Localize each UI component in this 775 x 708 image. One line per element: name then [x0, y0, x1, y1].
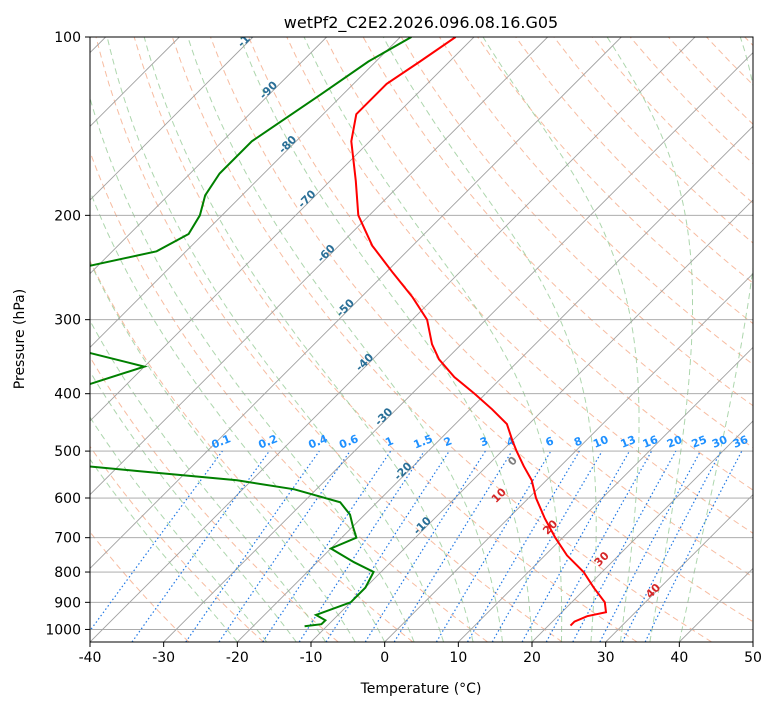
y-tick-label: 200	[54, 208, 81, 224]
isotherm	[458, 346, 753, 642]
isotherm	[90, 37, 254, 201]
mixing-ratio-line	[218, 450, 351, 642]
isotherm	[90, 37, 548, 496]
isotherm	[163, 52, 753, 642]
moist-adiabat	[90, 189, 386, 642]
dry-adiabat	[210, 37, 753, 623]
temperature-line	[350, 37, 608, 627]
x-tick-label: -30	[152, 650, 175, 666]
dry-adiabat	[90, 356, 339, 642]
mixing-ratio-line	[325, 450, 450, 642]
y-tick-label: 700	[54, 531, 81, 547]
x-axis-label: Temperature (°C)	[360, 681, 482, 697]
moist-adiabat	[678, 37, 753, 642]
x-tick-label: 20	[523, 650, 541, 666]
dry-adiabat	[133, 37, 638, 642]
x-tick-label: -20	[226, 650, 249, 666]
dry-adiabat	[515, 37, 753, 284]
isotherm	[90, 37, 622, 569]
isotherm	[90, 37, 475, 422]
moist-adiabat	[143, 37, 474, 642]
mixing-ratio-line	[572, 450, 677, 642]
isotherm	[384, 273, 753, 642]
isotherm	[90, 37, 327, 275]
mixing-ratio-label: 36	[731, 433, 750, 451]
y-tick-label: 400	[54, 387, 81, 403]
moist-adiabat	[90, 260, 356, 642]
mixing-ratio-line	[185, 450, 320, 642]
moist-adiabat	[606, 37, 693, 642]
mixing-ratio-lines	[90, 450, 743, 642]
dry-adiabats	[90, 37, 753, 642]
y-tick-label: 500	[54, 444, 81, 460]
dry-adiabat	[90, 445, 264, 642]
y-tick-label: 100	[54, 30, 81, 46]
mixing-ratio-line	[644, 450, 743, 642]
x-tick-label: 30	[597, 650, 615, 666]
moist-adiabat	[239, 37, 533, 642]
dry-adiabat	[324, 37, 753, 491]
x-axis-ticks: -40 -30 -20 -10 0 10 20 30 40 50	[79, 642, 762, 666]
x-tick-label: -40	[79, 650, 102, 666]
dry-adiabat	[248, 37, 753, 578]
isotherm	[237, 125, 753, 642]
y-tick-label: 300	[54, 313, 81, 329]
mixing-ratio-label: 2	[442, 434, 454, 449]
mixing-ratio-label: 25	[690, 433, 709, 451]
y-axis-label: Pressure (hPa)	[12, 289, 28, 389]
moist-adiabat	[303, 37, 563, 642]
x-tick-label: -10	[300, 650, 323, 666]
mixing-ratio-label: 20	[665, 433, 684, 451]
y-tick-label: 800	[54, 565, 81, 581]
mixing-ratio-label: 30	[710, 433, 729, 451]
x-tick-label: 50	[744, 650, 762, 666]
dewpoint-line	[90, 37, 412, 628]
isotherm	[90, 37, 696, 642]
mixing-ratio-label: 10	[591, 433, 610, 451]
mixing-ratio-label: 13	[619, 433, 638, 451]
y-tick-label: 1000	[45, 622, 81, 638]
moist-adiabat	[382, 37, 597, 642]
y-tick-label: 600	[54, 491, 81, 507]
isotherm	[531, 420, 753, 642]
moist-adiabat	[90, 319, 327, 642]
pressure-gridlines	[90, 37, 753, 630]
y-tick-label: 900	[54, 595, 81, 611]
mixing-ratio-line	[545, 450, 653, 642]
moist-adiabat	[90, 458, 238, 642]
mixing-ratio-label: 3	[478, 434, 490, 449]
moist-adiabat	[90, 416, 268, 642]
mixing-ratio-label: 8	[572, 434, 584, 449]
plot-frame	[89, 36, 754, 643]
dry-adiabat	[90, 259, 414, 642]
mixing-ratio-label: 1	[383, 434, 395, 449]
y-axis-ticks: 100 200 300 400 500 600 700 800 900 1000	[45, 30, 90, 638]
mixing-ratio-line	[131, 450, 270, 642]
dry-adiabat	[171, 37, 712, 642]
isotherms	[90, 37, 753, 642]
moist-adiabat	[187, 37, 503, 642]
moist-adiabat	[482, 37, 640, 642]
dry-adiabat	[286, 37, 753, 534]
mixing-ratio-line	[521, 450, 631, 642]
mixing-ratio-line	[298, 450, 425, 642]
mixing-ratio-line	[393, 450, 513, 642]
isotherm	[605, 494, 753, 642]
isotherm	[90, 37, 401, 348]
moist-adiabat	[106, 37, 445, 642]
x-tick-label: 40	[670, 650, 688, 666]
isotherm	[310, 199, 753, 642]
mixing-ratio-label: 16	[641, 433, 660, 451]
chart-title: wetPf2_C2E2.2026.096.08.16.G05	[284, 13, 558, 33]
x-tick-label: 10	[449, 650, 467, 666]
dry-adiabat	[95, 37, 563, 642]
x-tick-label: 0	[380, 650, 389, 666]
mixing-ratio-line	[90, 450, 223, 632]
mixing-ratio-line	[262, 450, 392, 642]
moist-adiabat	[90, 370, 297, 642]
